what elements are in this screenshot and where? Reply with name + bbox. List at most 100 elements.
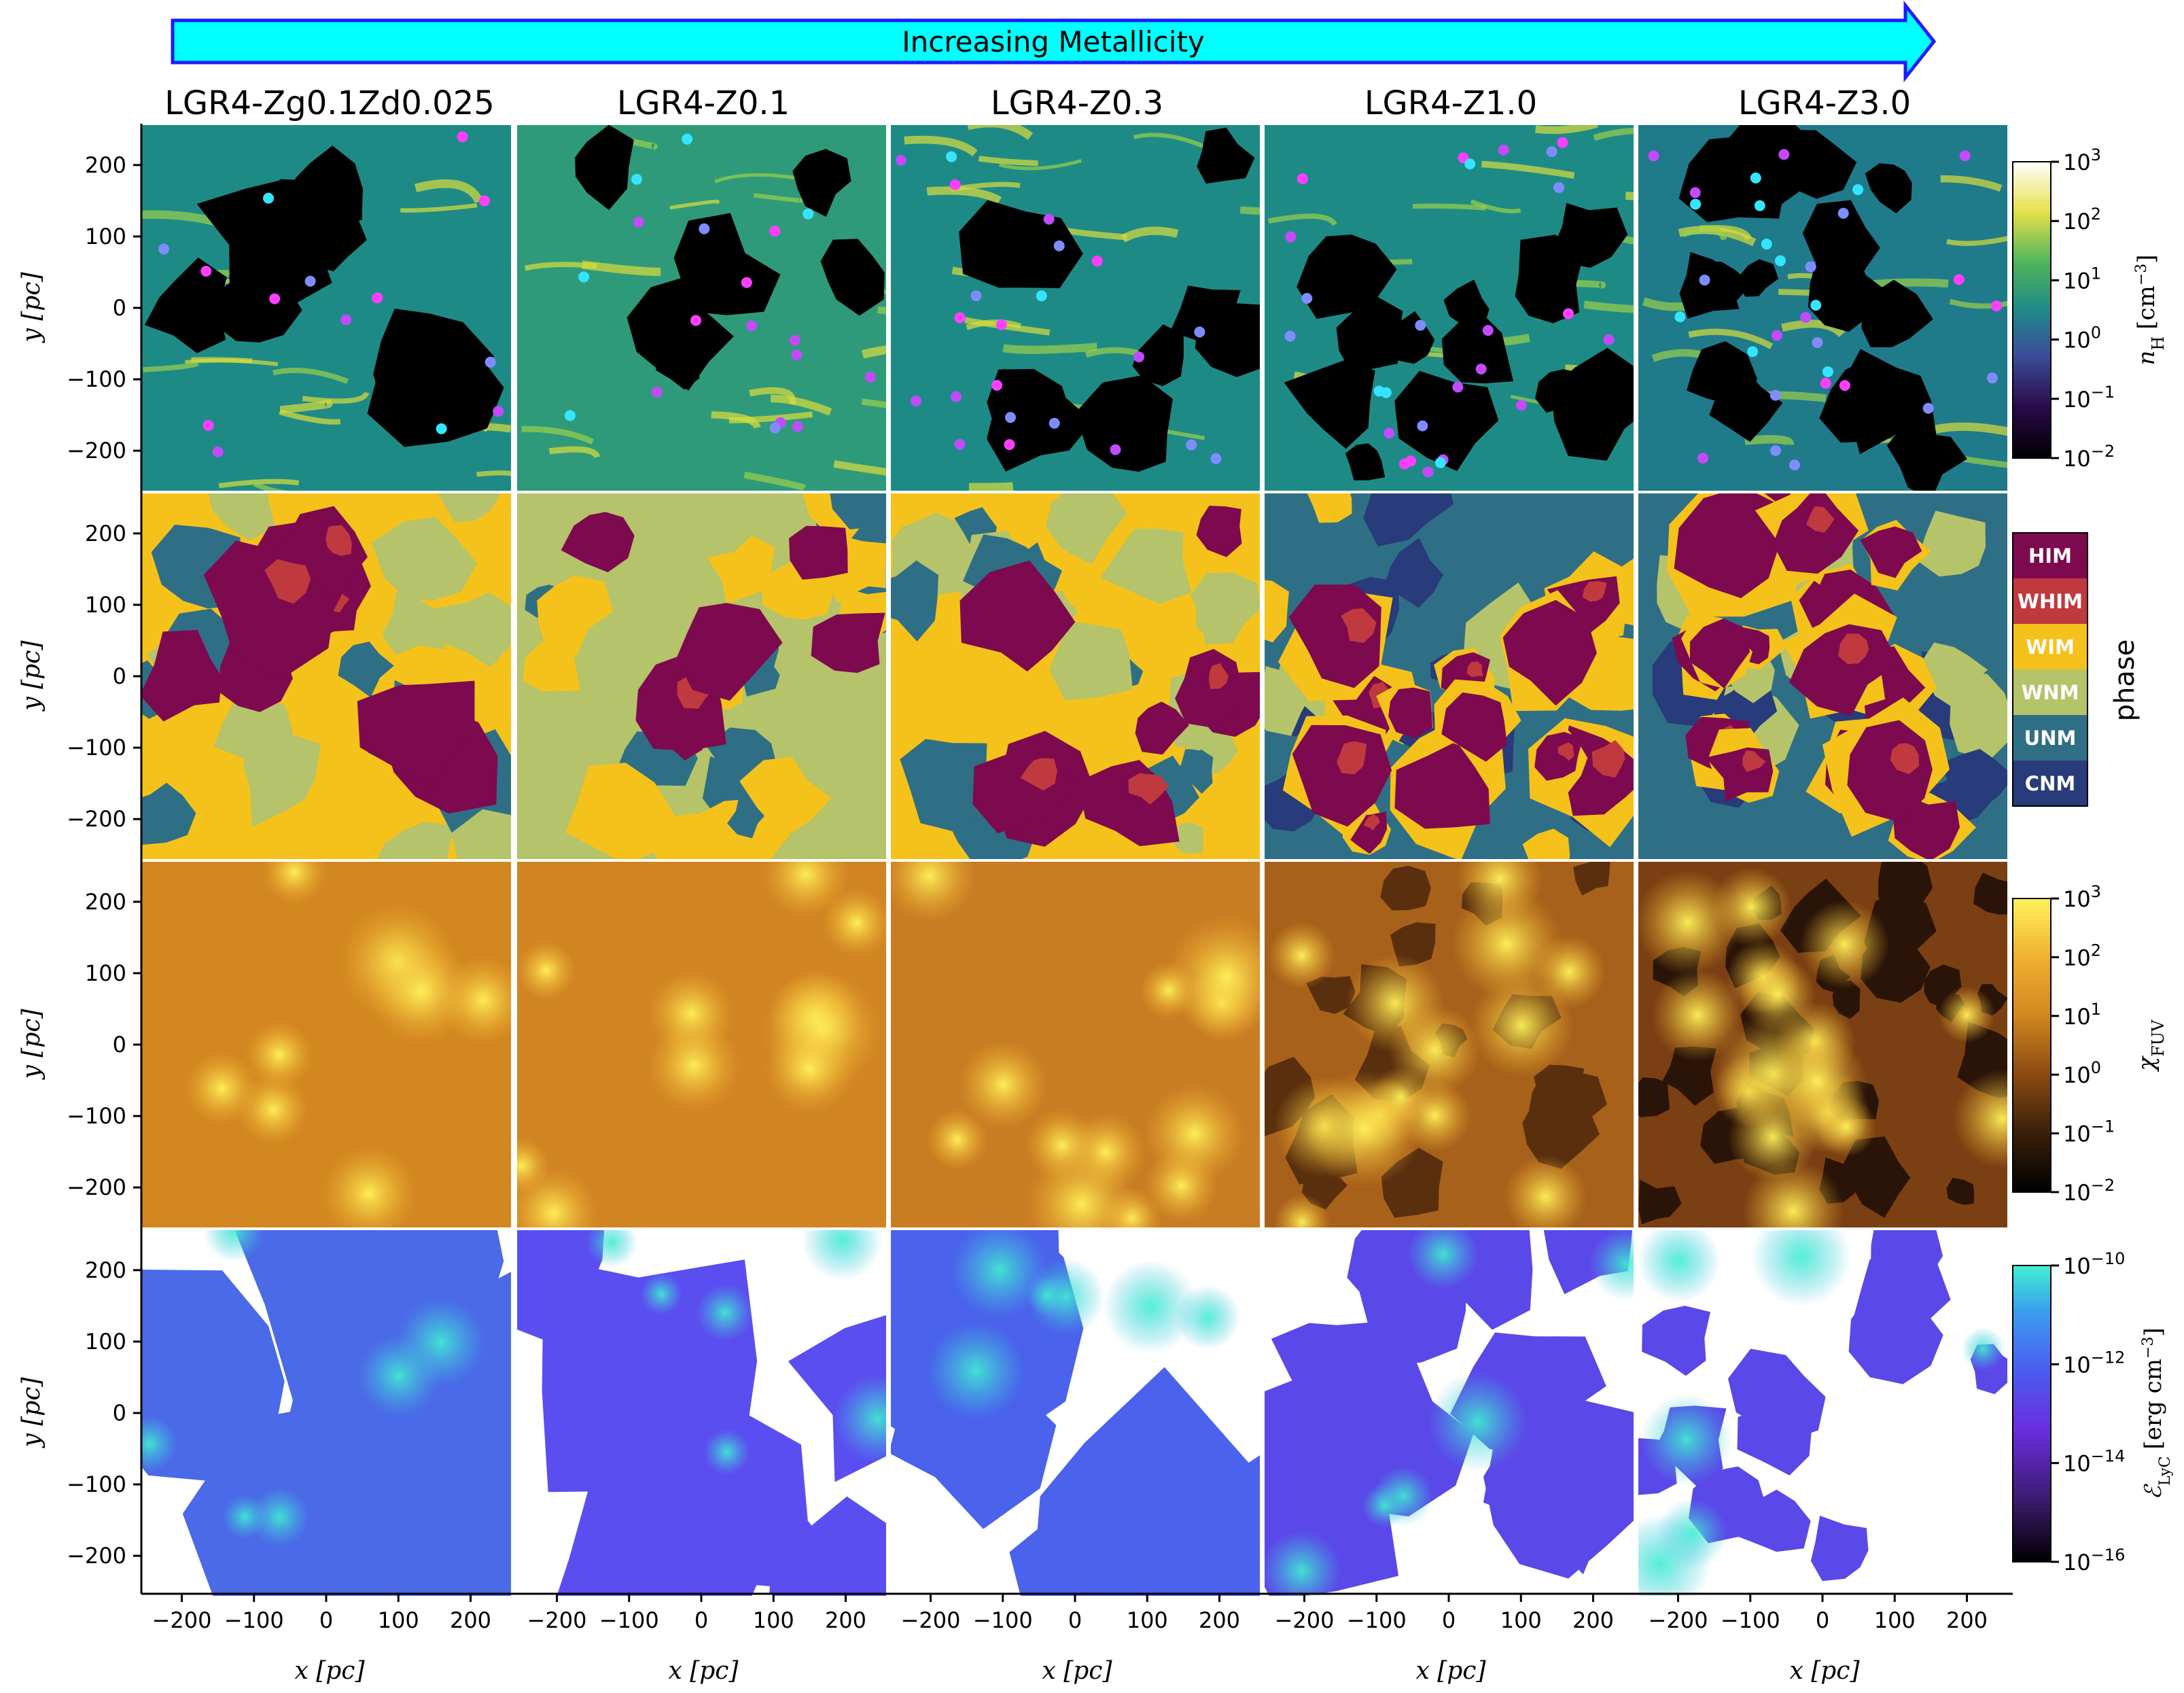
phase-region [1264, 580, 1289, 643]
phase-region-whim [1363, 814, 1380, 831]
panel-content [1638, 493, 2007, 859]
y-tick-label: −200 [67, 438, 126, 464]
phase-swatch-label: HIM [2028, 544, 2072, 568]
lyc-source-glow [802, 1230, 883, 1280]
phase-swatch-wnm [2013, 669, 2088, 715]
cbar-tick-base: 10 [2063, 209, 2091, 234]
star-particle [1434, 457, 1446, 468]
star-particle [1482, 325, 1494, 336]
filament [581, 260, 661, 277]
x-tick-label: −100 [1347, 1607, 1407, 1633]
colorbar-fuv-bar [2012, 898, 2051, 1193]
cbar-tick-label: 102 [2063, 205, 2101, 234]
phase-region [652, 813, 728, 859]
star-particle [746, 320, 758, 332]
cbar-tick-label: 101 [2063, 264, 2101, 294]
star-particle [263, 192, 275, 204]
cbar-tick-exp: −2 [2091, 1176, 2115, 1195]
void-region [1842, 349, 1937, 455]
cbar-tick-base: 10 [2063, 1004, 2091, 1030]
cbar-tick-base: 10 [2063, 945, 2091, 971]
cbar-tick-exp: 0 [2091, 1058, 2101, 1077]
cbar-tick-label: 10−2 [2063, 1176, 2115, 1206]
filament [711, 411, 761, 430]
phase-region [1384, 538, 1443, 608]
filament [966, 319, 1022, 330]
lyc-source-glow [1428, 1372, 1528, 1472]
filament [521, 425, 595, 445]
phase-region [141, 782, 196, 845]
fuv-source-glow [1273, 1193, 1331, 1227]
phase-region [1172, 749, 1214, 794]
filament [476, 470, 511, 477]
phase-region-whim [1557, 742, 1574, 761]
void-region [1284, 360, 1375, 449]
cbar-tick-exp: 2 [2091, 205, 2101, 224]
star-particle [1210, 453, 1222, 464]
phase-region [892, 525, 935, 572]
ionized-region [1009, 1482, 1225, 1596]
void-region [1345, 443, 1386, 481]
column-separator [513, 125, 517, 1596]
star-particle [1194, 326, 1205, 338]
fuv-source-glow [1398, 1079, 1472, 1153]
y-tick-label: 0 [113, 1032, 126, 1058]
ionized-region [1733, 1489, 1811, 1552]
cbar-tick-base: 10 [2063, 1352, 2091, 1378]
phase-swatch-unm [2013, 715, 2088, 761]
cbar-tick-base: 10 [2063, 150, 2091, 175]
panel-phase-2 [516, 493, 886, 859]
shadow-region [1534, 1064, 1586, 1112]
star-particle [1562, 308, 1574, 319]
x-tick-label: 200 [1946, 1607, 1988, 1633]
void-region [1394, 370, 1499, 472]
filament [978, 156, 1038, 167]
column-title-4: LGR4-Z1.0 [1364, 84, 1537, 122]
star-particle [1754, 200, 1765, 211]
star-particle [1464, 158, 1476, 170]
star-particle [1380, 387, 1392, 398]
panel-phase-5 [1638, 493, 2007, 859]
phase-region [1307, 493, 1352, 523]
filament [1268, 213, 1337, 226]
star-particle [954, 438, 966, 450]
cbar-tick-base: 10 [2063, 1121, 2091, 1147]
cbar-tick-label: 10−12 [2063, 1348, 2125, 1378]
x-axis-label-col3: x [pc] [1042, 1657, 1112, 1685]
phase-region [1100, 528, 1192, 604]
lyc-source-glow [586, 1230, 637, 1268]
cbar-tick-base: 10 [2063, 1253, 2091, 1279]
cbar-tick-base: 10 [2063, 328, 2091, 353]
phase-region [1557, 629, 1634, 711]
star-particle [1301, 293, 1313, 304]
phase-region [431, 592, 511, 668]
phase-region-him [959, 560, 1076, 671]
y-tick-label: 100 [85, 960, 126, 986]
cbar-tick-exp: −16 [2091, 1546, 2126, 1565]
star-particle [1770, 444, 1782, 456]
phase-region [438, 493, 501, 523]
column-separator [1634, 125, 1638, 1596]
cbar-tick-exp: 2 [2091, 941, 2101, 960]
x-tick-label: −200 [527, 1607, 587, 1633]
star-particle [1133, 351, 1145, 363]
x-tick-label: 200 [1572, 1607, 1614, 1633]
lyc-source-glow [1175, 1285, 1241, 1350]
panel-phase-4 [1264, 493, 1634, 859]
lyc-source-glow [1362, 1483, 1407, 1528]
star-particle [493, 406, 504, 417]
x-axis-label-col4: x [pc] [1415, 1657, 1486, 1685]
filament [967, 125, 1034, 140]
phase-region-him [1674, 493, 1782, 599]
filament [302, 391, 370, 404]
void-region [1865, 163, 1912, 213]
panel-content [1264, 862, 1634, 1227]
colorbar-phase: HIM WHIM WIM WNM UNM CNM phase [2012, 532, 2141, 807]
x-tick-label: 100 [1500, 1607, 1542, 1633]
y-tick-label: 0 [113, 295, 126, 321]
phase-region-him [1773, 493, 1859, 574]
